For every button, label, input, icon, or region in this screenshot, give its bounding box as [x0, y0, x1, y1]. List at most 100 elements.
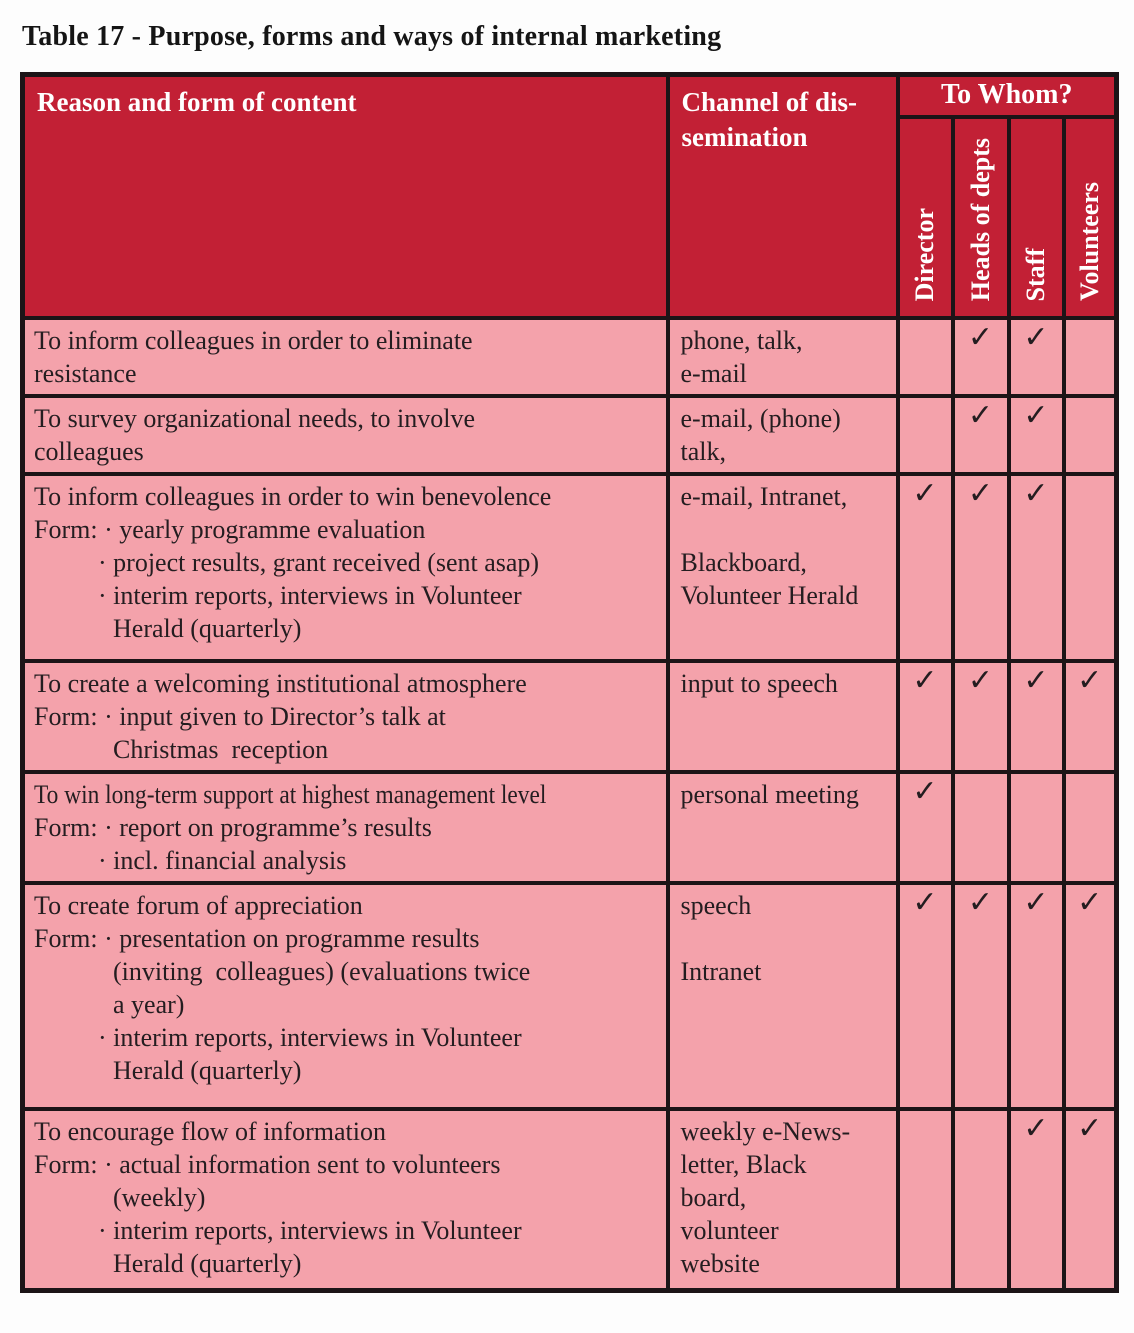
reason-line: (weekly): [113, 1183, 206, 1212]
channel-line: volunteer: [680, 1216, 779, 1245]
reason-line: Herald (quarterly): [113, 614, 302, 643]
channel-line: phone, talk,: [680, 326, 803, 355]
header-channel: Channel of dis- semination: [665, 72, 900, 320]
table-row: To create forum of appreciation Form: · p…: [20, 881, 1119, 1111]
reason-line: To win long-term support at highest mana…: [34, 780, 547, 809]
table-row: To inform colleagues in order to elimina…: [20, 316, 1119, 398]
reason-cell: To inform colleagues in order to win ben…: [20, 472, 670, 663]
reason-line: · project results, grant received (sent …: [98, 548, 540, 577]
check-cell-heads-of-depts: ✓: [950, 472, 1011, 663]
reason-line: Form: · actual information sent to volun…: [34, 1150, 501, 1179]
reason-line: Form: · report on programme’s results: [34, 813, 432, 842]
header-reason: Reason and form of content: [20, 72, 670, 320]
reason-cell: To inform colleagues in order to elimina…: [20, 316, 670, 398]
check-cell-volunteers: ✓: [1061, 881, 1119, 1111]
channel-line: board,: [680, 1183, 747, 1212]
reason-line: a year): [113, 990, 185, 1019]
channel-line: weekly e-News-: [680, 1117, 851, 1146]
channel-line: letter, Black: [680, 1150, 807, 1179]
header-col-heads-of-depts: Heads of depts: [950, 115, 1011, 320]
header-row-audiences: Director Heads of depts Staff Volunteers: [23, 115, 1119, 320]
check-cell-volunteers: ✓: [1061, 659, 1119, 774]
check-cell-director: ✓: [895, 770, 955, 885]
check-icon: ✓: [1023, 1111, 1049, 1146]
reason-line: Herald (quarterly): [113, 1056, 302, 1085]
reason-cell: To win long-term support at highest mana…: [20, 770, 670, 885]
check-icon: ✓: [1077, 885, 1103, 920]
check-cell-heads-of-depts: ✓: [950, 881, 1011, 1111]
check-icon: ✓: [912, 885, 938, 920]
reason-cell: To create a welcoming institutional atmo…: [20, 659, 670, 774]
channel-cell: input to speech: [665, 659, 900, 774]
channel-line: website: [680, 1249, 760, 1278]
table-row: To inform colleagues in order to win ben…: [20, 472, 1119, 663]
check-cell-staff: ✓: [1006, 316, 1066, 398]
header-director-label: Director: [910, 207, 939, 301]
reason-line: colleagues: [34, 437, 144, 466]
reason-line: (inviting colleagues) (evaluations twice: [113, 957, 531, 986]
check-cell-volunteers: [1061, 472, 1119, 663]
check-cell-heads-of-depts: ✓: [950, 659, 1011, 774]
check-cell-heads-of-depts: ✓: [950, 316, 1011, 398]
channel-cell: personal meeting: [665, 770, 900, 885]
reason-line: Christmas reception: [113, 735, 329, 764]
channel-cell: phone, talk, e-mail: [665, 316, 900, 398]
channel-line: input to speech: [680, 669, 838, 698]
reason-cell: To survey organizational needs, to invol…: [20, 394, 670, 476]
channel-line: personal meeting: [680, 780, 859, 809]
check-cell-volunteers: [1061, 394, 1119, 476]
reason-line: Form: · yearly programme evaluation: [34, 515, 426, 544]
channel-line: speech: [680, 891, 752, 920]
channel-cell: e-mail, (phone) talk,: [665, 394, 900, 476]
reason-cell: To create forum of appreciation Form: · p…: [20, 881, 670, 1111]
check-icon: ✓: [1023, 476, 1049, 511]
reason-line: Form: · presentation on programme result…: [34, 924, 480, 953]
channel-cell: e-mail, Intranet, Blackboard, Volunteer H…: [665, 472, 900, 663]
header-volunteers-label: Volunteers: [1074, 182, 1104, 301]
check-icon: ✓: [967, 663, 994, 698]
reason-line: resistance: [34, 359, 137, 388]
header-staff-label: Staff: [1021, 247, 1050, 301]
check-cell-volunteers: [1061, 316, 1119, 398]
channel-line: e-mail, (phone): [680, 404, 841, 433]
check-cell-volunteers: [1061, 770, 1119, 885]
reason-line: · interim reports, interviews in Volunte…: [98, 1216, 522, 1245]
check-icon: ✓: [967, 476, 994, 511]
check-cell-heads-of-depts: ✓: [950, 394, 1011, 476]
table-row: To win long-term support at highest mana…: [20, 770, 1119, 885]
check-icon: ✓: [1023, 398, 1049, 433]
check-cell-staff: ✓: [1006, 659, 1066, 774]
check-cell-director: ✓: [895, 659, 955, 774]
check-cell-staff: ✓: [1006, 394, 1066, 476]
header-col-volunteers: Volunteers: [1061, 115, 1119, 320]
channel-line: talk,: [680, 437, 727, 466]
check-cell-director: ✓: [895, 472, 955, 663]
channel-line: e-mail, Intranet,: [680, 482, 848, 511]
check-icon: ✓: [967, 320, 994, 355]
check-icon: ✓: [912, 476, 938, 511]
table-row: To survey organizational needs, to invol…: [20, 394, 1119, 476]
reason-line: · interim reports, interviews in Volunte…: [98, 581, 522, 610]
reason-line: To survey organizational needs, to invol…: [34, 404, 476, 433]
header-heads-of-depts-label: Heads of depts: [965, 137, 995, 301]
check-cell-staff: ✓: [1006, 1107, 1066, 1292]
check-icon: ✓: [1023, 320, 1049, 355]
check-icon: ✓: [1023, 663, 1049, 698]
channel-cell: speech Intranet: [665, 881, 900, 1111]
channel-line: Blackboard,: [680, 548, 807, 577]
reason-line: Form: · input given to Director’s talk a…: [34, 702, 446, 731]
channel-line: Volunteer Herald: [680, 581, 859, 610]
reason-line: To create forum of appreciation: [34, 891, 363, 920]
check-icon: ✓: [1077, 1111, 1103, 1146]
reason-cell: To encourage flow of information Form: · …: [20, 1107, 670, 1292]
check-cell-director: [895, 1107, 955, 1292]
reason-line: Herald (quarterly): [113, 1249, 302, 1278]
table-row: To encourage flow of information Form: · …: [20, 1107, 1119, 1292]
check-cell-staff: ✓: [1006, 881, 1066, 1111]
channel-cell: weekly e-News-letter, Black board, volunte…: [665, 1107, 900, 1292]
check-icon: ✓: [912, 663, 938, 698]
check-cell-staff: [1006, 770, 1066, 885]
header-channel-line2: semination: [681, 122, 808, 152]
header-channel-line1: Channel of dis-: [681, 87, 858, 117]
